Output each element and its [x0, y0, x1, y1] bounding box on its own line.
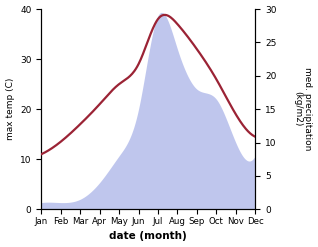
X-axis label: date (month): date (month) — [109, 231, 187, 242]
Y-axis label: max temp (C): max temp (C) — [5, 78, 15, 140]
Y-axis label: med. precipitation
(kg/m2): med. precipitation (kg/m2) — [293, 67, 313, 151]
